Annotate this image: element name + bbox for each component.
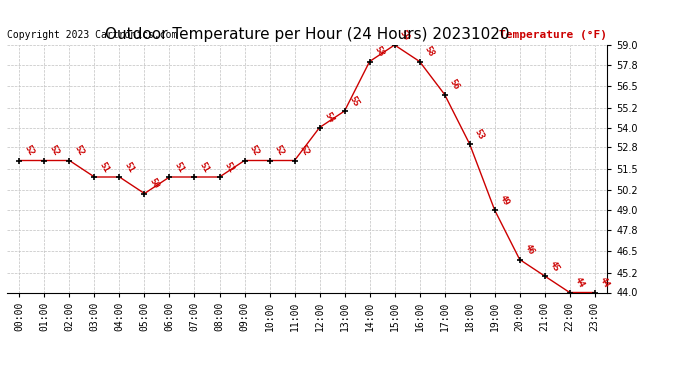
Text: 51: 51 <box>122 160 135 174</box>
Text: Temperature (°F): Temperature (°F) <box>499 30 607 40</box>
Text: 50: 50 <box>147 177 160 191</box>
Text: 54: 54 <box>322 111 335 125</box>
Text: 52: 52 <box>297 144 310 158</box>
Text: 44: 44 <box>573 276 586 290</box>
Text: 58: 58 <box>422 45 435 59</box>
Text: 58: 58 <box>373 45 386 59</box>
Text: 53: 53 <box>473 128 486 141</box>
Title: Outdoor Temperature per Hour (24 Hours) 20231020: Outdoor Temperature per Hour (24 Hours) … <box>105 27 509 42</box>
Text: 52: 52 <box>22 144 35 158</box>
Text: 51: 51 <box>222 160 235 174</box>
Text: 56: 56 <box>447 78 460 92</box>
Text: 52: 52 <box>273 144 286 158</box>
Text: 46: 46 <box>522 243 535 257</box>
Text: 52: 52 <box>247 144 260 158</box>
Text: 52: 52 <box>47 144 60 158</box>
Text: 51: 51 <box>97 160 110 174</box>
Text: 44: 44 <box>598 276 611 290</box>
Text: 51: 51 <box>197 160 210 174</box>
Text: 49: 49 <box>497 194 511 207</box>
Text: 52: 52 <box>72 144 86 158</box>
Text: Copyright 2023 Cartronics.com: Copyright 2023 Cartronics.com <box>7 30 177 40</box>
Text: 55: 55 <box>347 94 360 108</box>
Text: 59: 59 <box>397 28 411 42</box>
Text: 45: 45 <box>547 260 560 273</box>
Text: 51: 51 <box>172 160 186 174</box>
